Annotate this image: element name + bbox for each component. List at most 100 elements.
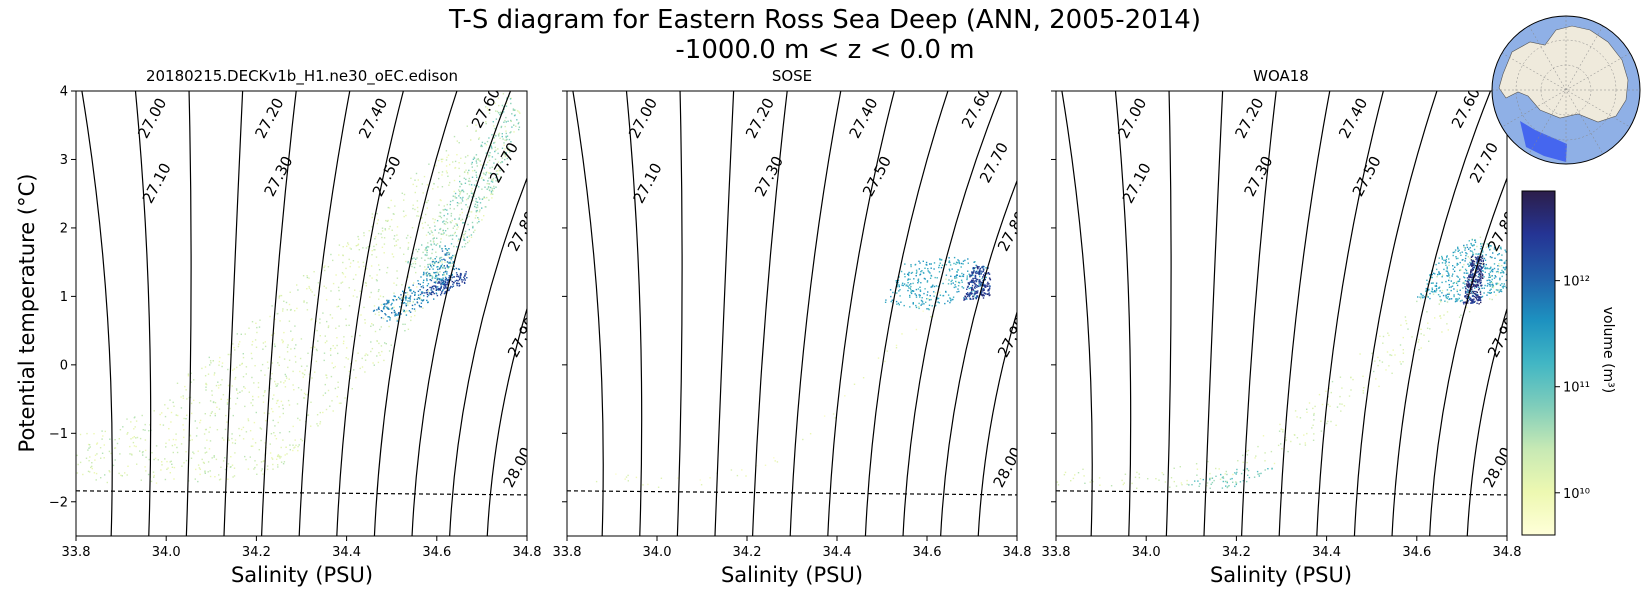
scatter-point [481, 198, 484, 200]
scatter-point [324, 335, 326, 337]
scatter-point [422, 274, 425, 276]
scatter-point [363, 306, 365, 309]
scatter-point [957, 259, 959, 261]
scatter-point [436, 274, 438, 277]
scatter-point [915, 304, 917, 307]
scatter-point [349, 247, 351, 249]
scatter-point [983, 269, 985, 271]
scatter-point [142, 454, 144, 456]
scatter-point [1489, 276, 1491, 278]
scatter-point [211, 394, 213, 396]
scatter-point [497, 161, 500, 163]
scatter-point [945, 264, 948, 266]
scatter-point [1296, 416, 1298, 418]
scatter-point [933, 262, 936, 264]
scatter-point [1439, 299, 1441, 301]
scatter-point [445, 286, 447, 289]
scatter-point [918, 302, 920, 305]
colorbar-label: volume (m³) [1600, 307, 1616, 394]
scatter-point [969, 276, 971, 278]
scatter-point [153, 474, 155, 477]
scatter-point [1479, 262, 1481, 265]
scatter-point [89, 456, 91, 458]
scatter-point [464, 245, 466, 248]
scatter-point [296, 307, 298, 310]
scatter-point [505, 153, 507, 155]
scatter-point [1505, 266, 1507, 268]
scatter-point [76, 454, 78, 457]
scatter-point [475, 198, 477, 200]
scatter-point [892, 291, 894, 294]
scatter-point [446, 254, 448, 256]
scatter-point [1320, 430, 1323, 432]
scatter-point [99, 447, 102, 449]
scatter-point [1209, 487, 1211, 489]
scatter-point [114, 439, 116, 441]
scatter-point [1191, 484, 1193, 486]
scatter-point [443, 232, 445, 234]
scatter-point [1467, 291, 1469, 293]
scatter-point [1477, 289, 1480, 291]
scatter-point [1180, 482, 1183, 484]
scatter-point [977, 290, 979, 292]
scatter-point [442, 280, 445, 282]
scatter-point [1459, 278, 1461, 280]
scatter-point [82, 473, 84, 476]
scatter-point [144, 449, 147, 452]
scatter-point [475, 154, 478, 156]
scatter-point [458, 142, 460, 144]
scatter-point [508, 148, 510, 150]
scatter-point [219, 478, 222, 480]
scatter-point [190, 457, 193, 459]
scatter-point [1459, 261, 1461, 264]
scatter-point [1503, 267, 1505, 269]
scatter-point [474, 229, 476, 231]
scatter-point [365, 285, 367, 287]
x-tick-label: 34.6 [1402, 545, 1431, 560]
scatter-point [269, 443, 271, 445]
scatter-point [1247, 469, 1250, 472]
scatter-point [267, 367, 270, 369]
scatter-point [385, 303, 388, 305]
scatter-point [505, 121, 507, 123]
scatter-point [407, 304, 409, 306]
scatter-point [497, 170, 499, 172]
scatter-point [347, 242, 349, 244]
scatter-point [964, 298, 966, 301]
scatter-point [497, 97, 500, 99]
scatter-point [502, 111, 505, 113]
scatter-point [952, 298, 954, 301]
scatter-point [471, 176, 474, 178]
scatter-point [203, 462, 205, 464]
scatter-point [232, 369, 234, 371]
scatter-point [986, 293, 989, 295]
scatter-point [287, 344, 289, 346]
scatter-point [966, 278, 968, 281]
scatter-point [442, 279, 444, 281]
scatter-point [386, 272, 388, 274]
scatter-point [426, 289, 429, 291]
scatter-point [505, 136, 507, 139]
scatter-point [969, 294, 971, 297]
scatter-point [429, 263, 431, 265]
scatter-point [272, 410, 274, 413]
scatter-point [984, 292, 986, 294]
scatter-point [214, 414, 216, 417]
scatter-point [145, 470, 147, 472]
scatter-point [135, 445, 137, 448]
scatter-point [437, 159, 440, 162]
scatter-point [1488, 276, 1490, 278]
scatter-point [483, 164, 485, 166]
scatter-point [426, 275, 428, 277]
scatter-point [437, 289, 439, 291]
scatter-point [281, 339, 283, 341]
scatter-point [1284, 436, 1287, 439]
scatter-point [1321, 403, 1324, 406]
scatter-point [387, 206, 389, 209]
scatter-point [1188, 484, 1190, 486]
scatter-point [485, 152, 487, 154]
scatter-point [454, 231, 456, 234]
scatter-point [1477, 276, 1479, 278]
axes-frame [75, 90, 528, 537]
scatter-point [431, 291, 433, 294]
